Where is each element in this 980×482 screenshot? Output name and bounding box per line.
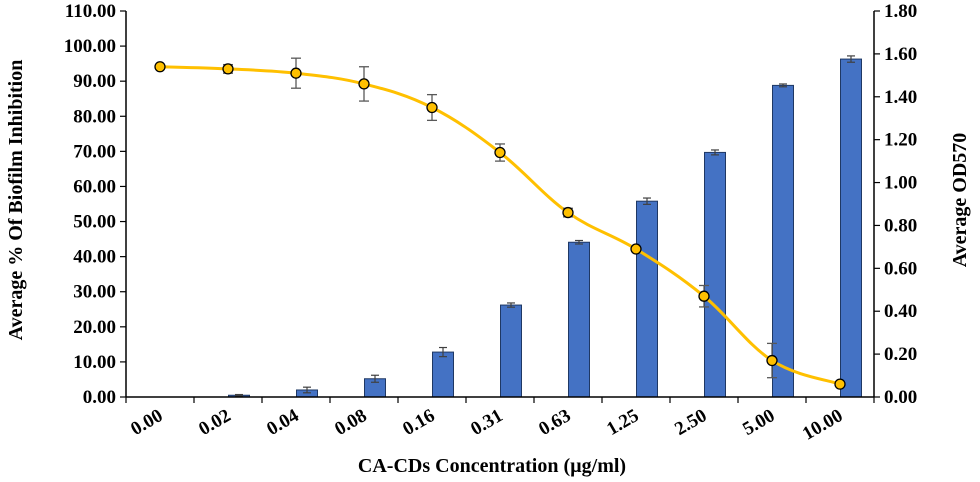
line-point-9 bbox=[766, 354, 778, 367]
x-tick-label-3: 0.08 bbox=[331, 405, 370, 440]
bar-10 bbox=[840, 58, 862, 398]
line-point-5 bbox=[494, 146, 506, 159]
line-point-3 bbox=[358, 78, 370, 90]
line-point-10 bbox=[834, 378, 846, 390]
y-right-tick-label-4: 0.80 bbox=[884, 215, 917, 236]
line-layer bbox=[154, 57, 846, 390]
y-right-tick-label-3: 0.60 bbox=[884, 258, 917, 279]
y-right-tick-label-1: 0.20 bbox=[884, 344, 917, 365]
y-left-tick-label-8: 80.00 bbox=[73, 106, 116, 127]
y-left-tick-label-1: 10.00 bbox=[73, 352, 116, 373]
x-tick-label-9: 5.00 bbox=[739, 405, 778, 440]
x-tick-label-10: 10.00 bbox=[799, 405, 847, 445]
bars-layer bbox=[228, 55, 862, 398]
x-tick-label-1: 0.02 bbox=[195, 405, 234, 440]
line-point-1 bbox=[222, 63, 234, 75]
y-left-tick-label-5: 50.00 bbox=[73, 212, 116, 233]
line-point-0 bbox=[154, 61, 166, 73]
bar-9 bbox=[772, 84, 794, 398]
y-axis-right-title: Average OD570 bbox=[949, 133, 971, 268]
x-axis-title: CA-CDs Concentration (µg/ml) bbox=[358, 455, 626, 477]
x-tick-label-7: 1.25 bbox=[603, 405, 642, 440]
bar-8 bbox=[704, 151, 726, 398]
y-left-tick-label-7: 70.00 bbox=[73, 141, 116, 162]
x-tick-label-6: 0.63 bbox=[535, 405, 574, 440]
y-left-tick-label-4: 40.00 bbox=[73, 247, 116, 268]
y-left-tick-label-3: 30.00 bbox=[73, 282, 116, 303]
y-right-tick-label-2: 0.40 bbox=[884, 301, 917, 322]
line-point-6 bbox=[562, 206, 574, 219]
y-left-tick-label-10: 100.00 bbox=[64, 36, 116, 57]
x-tick-label-4: 0.16 bbox=[399, 405, 438, 440]
y-right-tick-label-0: 0.00 bbox=[884, 387, 917, 408]
line-point-4 bbox=[426, 101, 438, 114]
y-left-tick-label-2: 20.00 bbox=[73, 317, 116, 338]
y-left-tick-label-11: 110.00 bbox=[65, 1, 116, 22]
y-left-tick-label-6: 60.00 bbox=[73, 176, 116, 197]
y-left-tick-label-9: 90.00 bbox=[73, 71, 116, 92]
bar-5 bbox=[500, 304, 522, 398]
axes-layer bbox=[125, 11, 875, 398]
line-point-2 bbox=[290, 67, 302, 79]
bar-4 bbox=[432, 351, 454, 398]
y-right-tick-label-7: 1.40 bbox=[884, 87, 917, 108]
line-point-8 bbox=[698, 290, 710, 302]
x-tick-label-0: 0.00 bbox=[127, 405, 166, 440]
bar-7 bbox=[636, 200, 658, 398]
x-tick-label-2: 0.04 bbox=[263, 405, 303, 440]
y-right-tick-label-9: 1.80 bbox=[884, 1, 917, 22]
y-right-tick-label-5: 1.00 bbox=[884, 173, 917, 194]
y-left-tick-label-0: 0.00 bbox=[83, 387, 116, 408]
bar-6 bbox=[568, 241, 590, 398]
y-right-tick-label-8: 1.60 bbox=[884, 44, 917, 65]
y-right-tick-label-6: 1.20 bbox=[884, 130, 917, 151]
y-axis-left-title: Average % Of Biofilm Inhibition bbox=[5, 60, 27, 341]
line-point-7 bbox=[630, 243, 642, 255]
x-tick-label-8: 2.50 bbox=[671, 405, 710, 440]
x-tick-label-5: 0.31 bbox=[467, 405, 506, 440]
